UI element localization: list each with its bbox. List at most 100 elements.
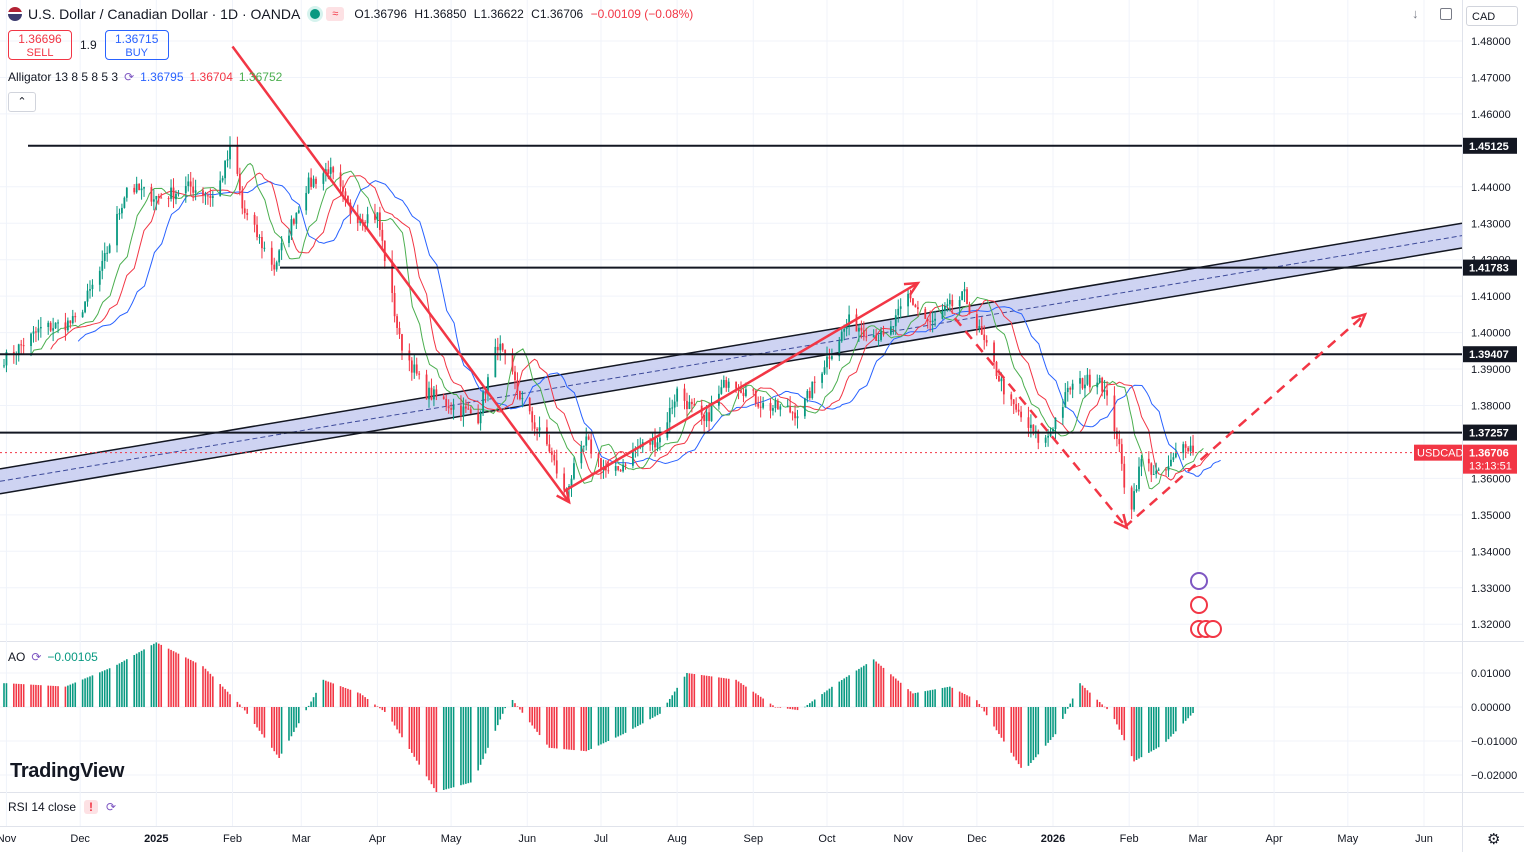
- candle-body: [582, 445, 585, 447]
- candle-body: [659, 437, 661, 443]
- ao-bar: [688, 673, 691, 707]
- ao-bar: [570, 707, 573, 750]
- ao-bar: [239, 704, 241, 707]
- candle-body: [894, 315, 897, 327]
- ao-bar: [757, 695, 760, 707]
- up-arrow-head: [903, 281, 921, 296]
- projection-down-head: [1113, 513, 1129, 530]
- refresh-icon[interactable]: ⟳: [31, 650, 42, 664]
- ao-bar: [224, 689, 226, 707]
- candle-body: [84, 301, 86, 313]
- candle-body: [735, 381, 737, 389]
- channel-lower-line: [0, 247, 1463, 495]
- candle-body: [35, 331, 37, 333]
- ao-bar: [17, 683, 20, 707]
- ao-bar: [723, 678, 725, 707]
- alligator-legend[interactable]: Alligator 13 8 5 8 5 3 ⟳ 1.36795 1.36704…: [8, 70, 282, 84]
- refresh-icon[interactable]: ⟳: [124, 70, 135, 84]
- candle-body: [253, 214, 256, 225]
- ao-bar: [1138, 707, 1140, 759]
- ao-bar: [415, 707, 418, 761]
- ao-bar: [450, 707, 452, 788]
- candle-body: [278, 250, 281, 263]
- candle-body: [882, 331, 885, 335]
- level-label: 1.41783: [1469, 263, 1509, 275]
- ao-bar: [462, 707, 465, 785]
- price-tick-label: 1.39000: [1471, 364, 1511, 376]
- candle-body: [175, 193, 177, 200]
- candle-body: [469, 409, 472, 414]
- candle-body: [256, 224, 258, 238]
- ao-bar: [1157, 707, 1160, 748]
- price-tick-label: 1.41000: [1471, 291, 1511, 303]
- ao-bar: [1086, 690, 1089, 707]
- ao-bar: [305, 707, 307, 711]
- download-icon[interactable]: ↓: [1412, 6, 1419, 21]
- ao-bar: [745, 686, 747, 707]
- symbol-title[interactable]: U.S. Dollar / Canadian Dollar · 1D · OAN…: [28, 6, 301, 22]
- ao-bar: [379, 707, 381, 709]
- ao-bar: [710, 676, 713, 707]
- projection-up-head: [1351, 312, 1368, 328]
- candle-body: [1147, 458, 1150, 464]
- ao-bar: [602, 707, 605, 744]
- candle-body: [845, 325, 848, 329]
- ao-bar: [958, 691, 961, 707]
- candle-body: [803, 398, 806, 417]
- candle-body: [1103, 390, 1106, 392]
- candle-body: [907, 293, 909, 307]
- candle-body: [415, 364, 418, 374]
- candle-body: [1165, 469, 1167, 471]
- candle-body: [720, 387, 723, 394]
- candle-body: [1066, 387, 1069, 393]
- collapse-legend-button[interactable]: ⌃: [8, 92, 36, 112]
- ao-bar: [865, 664, 868, 707]
- market-status-icon[interactable]: [310, 9, 321, 19]
- candle-body: [1086, 374, 1089, 385]
- candle-body: [462, 406, 465, 417]
- candle-body: [1106, 390, 1108, 396]
- ao-bar: [666, 702, 669, 707]
- level-label: 1.39407: [1469, 349, 1509, 361]
- currency-select[interactable]: CAD: [1466, 6, 1518, 26]
- candle-body: [875, 335, 878, 341]
- refresh-icon[interactable]: ⟳: [106, 800, 117, 814]
- ao-bar: [329, 682, 332, 707]
- candle-body: [64, 322, 67, 331]
- candle-body: [1061, 407, 1064, 418]
- candle-body: [1044, 437, 1047, 443]
- time-tick-label: Jun: [518, 833, 536, 845]
- sell-button[interactable]: 1.36696 SELL: [8, 30, 72, 60]
- ao-bar: [553, 707, 556, 749]
- ao-bar: [393, 707, 396, 726]
- candle-body: [54, 322, 57, 329]
- candle-body: [690, 401, 693, 405]
- ao-bar: [511, 699, 514, 707]
- ao-bar: [737, 681, 740, 707]
- ao-bar: [327, 681, 330, 707]
- buy-button[interactable]: 1.36715 BUY: [104, 30, 169, 60]
- ao-bar: [496, 707, 499, 726]
- candle-body: [418, 373, 421, 375]
- ao-bar: [531, 707, 533, 726]
- ao-bar: [917, 692, 919, 707]
- ao-legend[interactable]: AO ⟳ −0.00105: [8, 650, 98, 664]
- candle-body: [745, 389, 747, 396]
- candle-body: [121, 207, 123, 214]
- ao-bar: [494, 707, 497, 731]
- candle-body: [776, 400, 779, 410]
- ao-bar: [322, 679, 325, 707]
- settings-icon[interactable]: ⚙: [1487, 831, 1501, 848]
- candle-body: [1084, 384, 1086, 389]
- rsi-legend[interactable]: RSI 14 close ! ⟳: [8, 800, 116, 814]
- compare-icon[interactable]: ≈: [326, 7, 345, 21]
- candle-body: [236, 145, 239, 174]
- warning-icon[interactable]: !: [84, 800, 99, 814]
- ao-bar: [167, 648, 170, 707]
- time-tick-label: Nov: [0, 833, 17, 845]
- ao-bar: [890, 674, 892, 707]
- candle-body: [143, 187, 145, 189]
- fullscreen-icon[interactable]: [1440, 8, 1452, 20]
- ao-bar: [86, 677, 89, 707]
